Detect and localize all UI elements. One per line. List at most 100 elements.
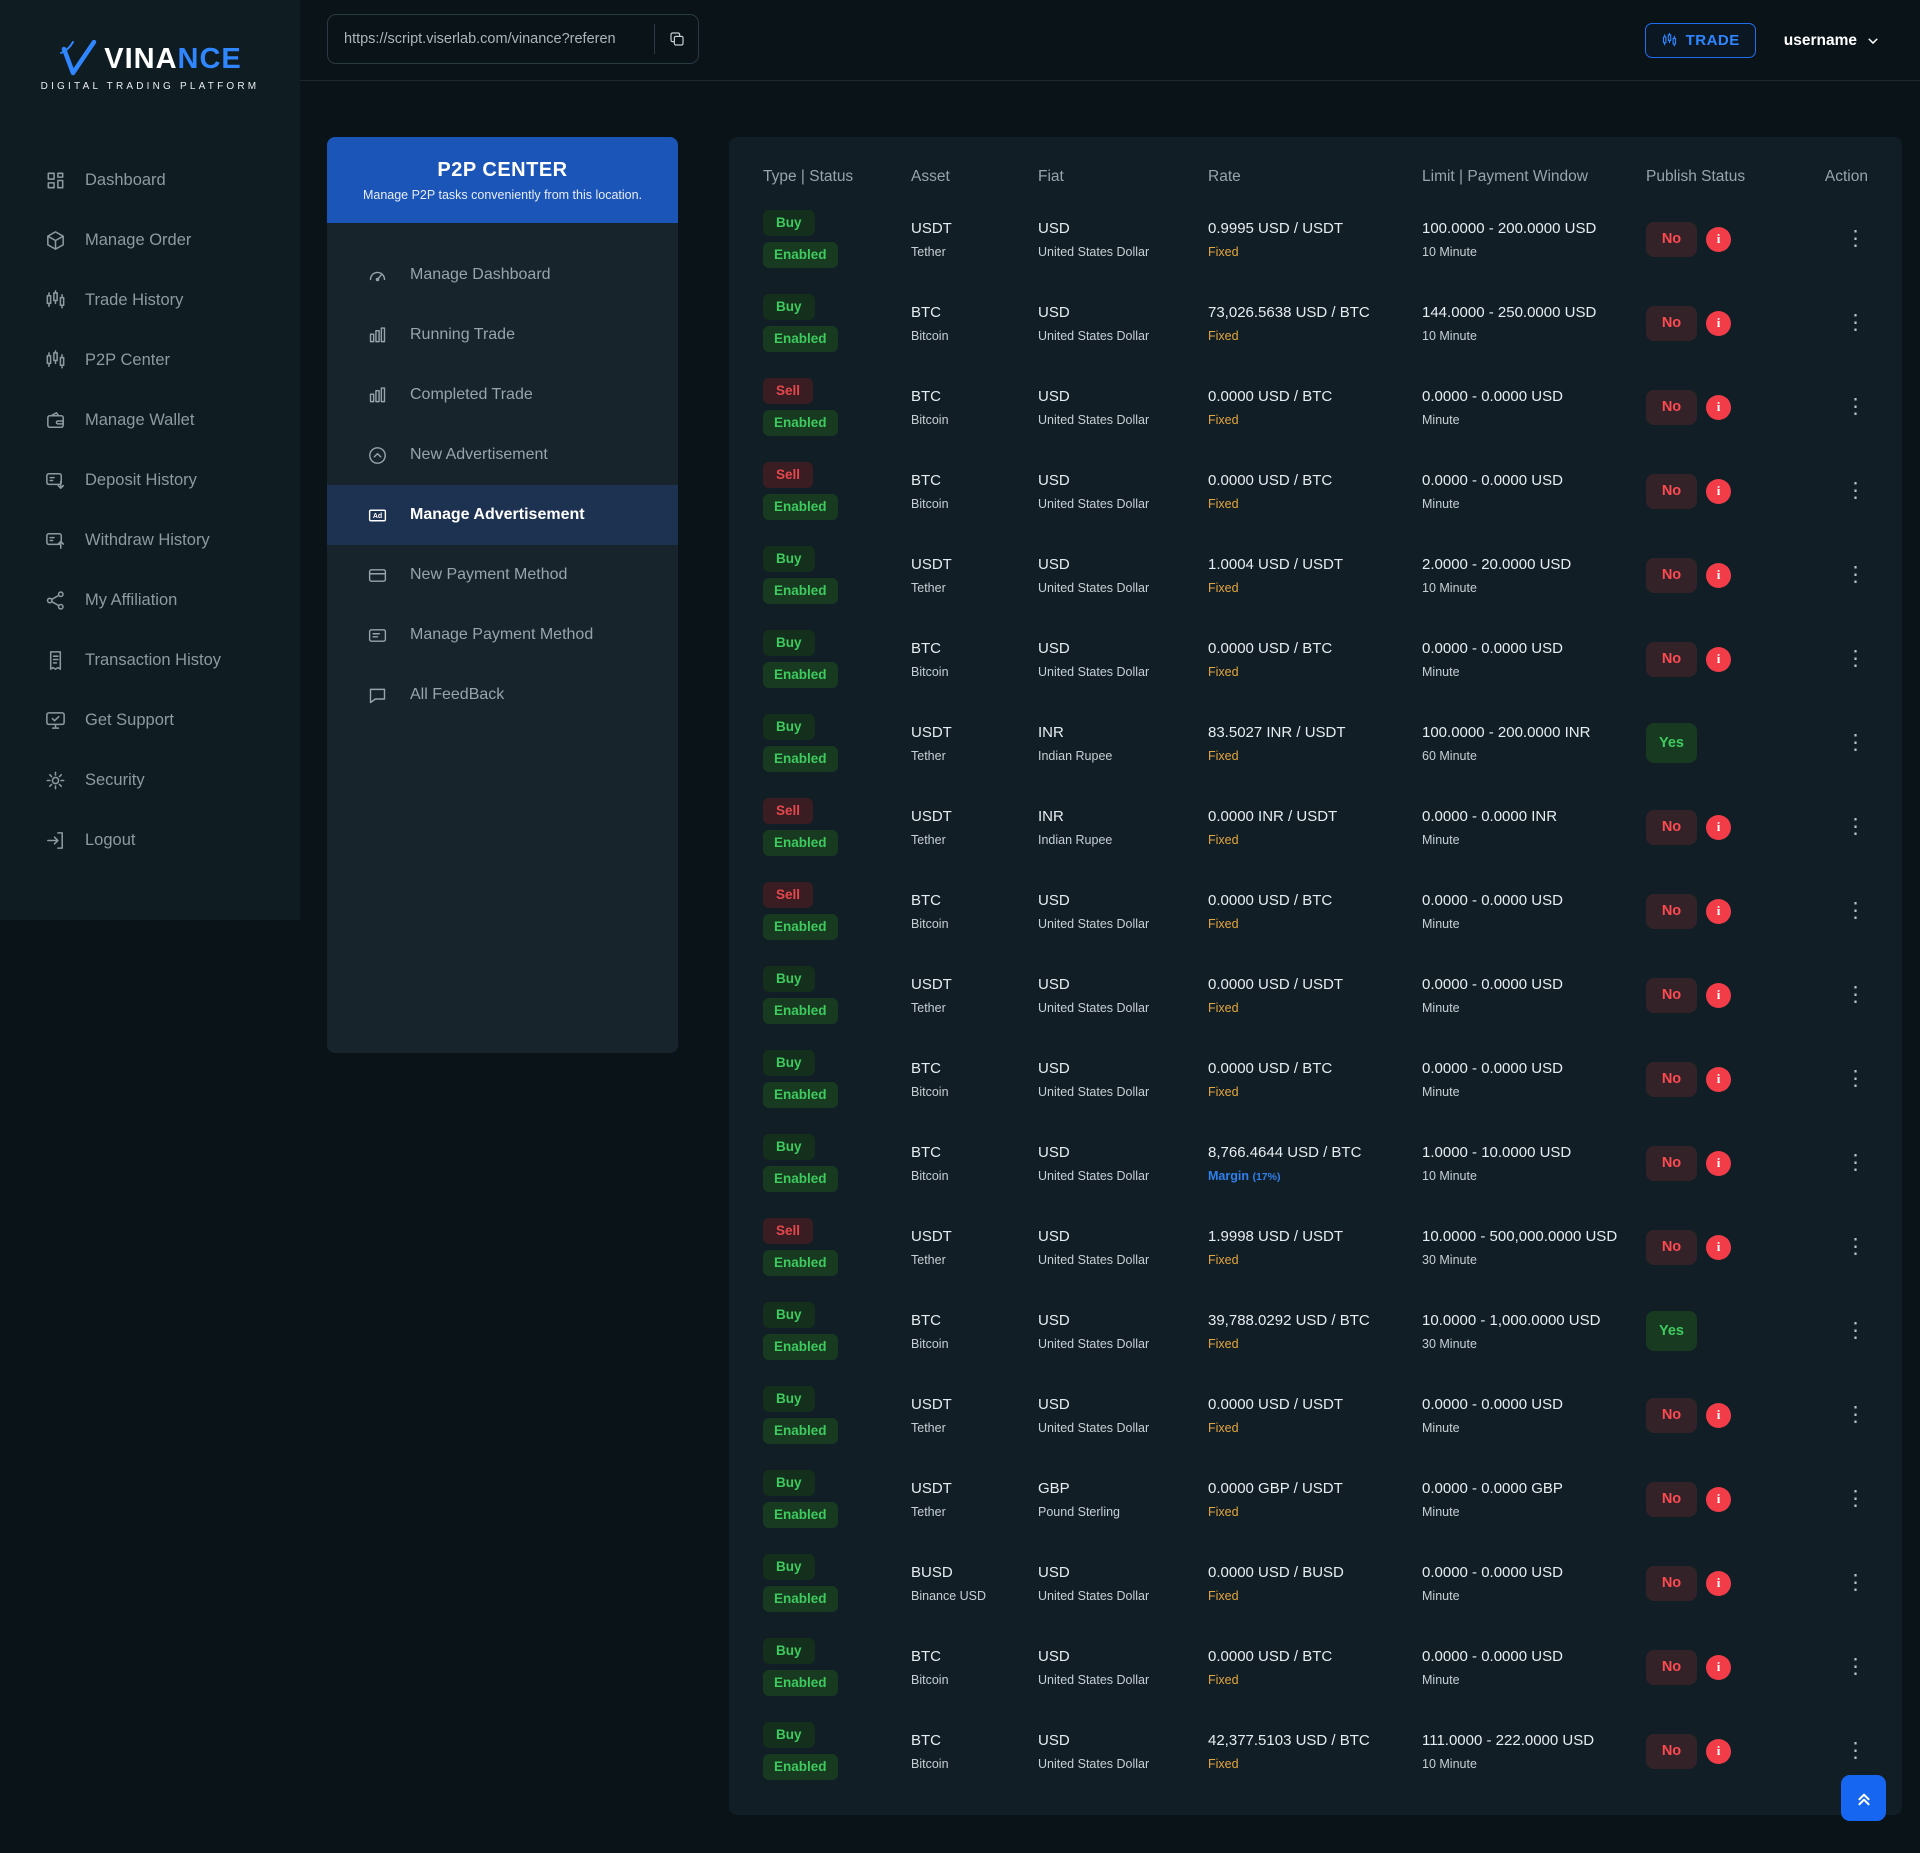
- topbar: TRADE username: [300, 0, 1920, 81]
- info-icon[interactable]: i: [1706, 898, 1731, 924]
- p2p-title: P2P CENTER: [437, 158, 568, 181]
- rate-cell: 73,026.5638 USD / BTC Fixed: [1208, 304, 1422, 343]
- p2p-menu-item-new-advertisement[interactable]: New Advertisement: [327, 425, 678, 485]
- row-actions-menu-button[interactable]: ⋮: [1845, 983, 1866, 1006]
- asset-symbol: BTC: [911, 1311, 941, 1329]
- asset-symbol: BTC: [911, 471, 941, 489]
- support-icon: [44, 709, 67, 732]
- row-actions-menu-button[interactable]: ⋮: [1845, 1067, 1866, 1090]
- row-actions-menu-button[interactable]: ⋮: [1845, 1151, 1866, 1174]
- row-actions-menu-button[interactable]: ⋮: [1845, 1739, 1866, 1762]
- info-icon[interactable]: i: [1706, 814, 1731, 840]
- limit-cell: 10.0000 - 1,000.0000 USD 30 Minute: [1422, 1312, 1646, 1351]
- info-icon[interactable]: i: [1706, 1150, 1731, 1176]
- rate-cell: 8,766.4644 USD / BTC Margin (17%): [1208, 1144, 1422, 1183]
- payment-window: Minute: [1422, 664, 1460, 679]
- logout-icon: [44, 829, 67, 852]
- p2p-menu-item-manage-payment-method[interactable]: Manage Payment Method: [327, 605, 678, 665]
- fiat-symbol: USD: [1038, 303, 1070, 321]
- fiat-name: United States Dollar: [1038, 1336, 1150, 1351]
- sidebar-item-logout[interactable]: Logout: [0, 810, 300, 870]
- p2p-menu-item-manage-advertisement[interactable]: Manage Advertisement: [327, 485, 678, 545]
- row-actions-menu-button[interactable]: ⋮: [1845, 479, 1866, 502]
- type-status-cell: Sell Enabled: [763, 881, 911, 941]
- info-icon[interactable]: i: [1706, 1486, 1731, 1512]
- sidebar-item-withdraw-history[interactable]: Withdraw History: [0, 510, 300, 570]
- row-actions-menu-button[interactable]: ⋮: [1845, 395, 1866, 418]
- user-menu[interactable]: username: [1784, 32, 1880, 50]
- type-badge: Sell: [763, 881, 814, 908]
- info-icon[interactable]: i: [1706, 982, 1731, 1008]
- info-icon[interactable]: i: [1706, 1654, 1731, 1680]
- rate-value: 1.0004 USD / USDT: [1208, 555, 1344, 573]
- sidebar-item-get-support[interactable]: Get Support: [0, 690, 300, 750]
- row-actions-menu-button[interactable]: ⋮: [1845, 1655, 1866, 1678]
- info-icon[interactable]: i: [1706, 394, 1731, 420]
- trade-button[interactable]: TRADE: [1644, 23, 1756, 58]
- info-icon[interactable]: i: [1706, 1066, 1731, 1092]
- type-status-cell: Buy Enabled: [763, 1553, 911, 1613]
- info-icon[interactable]: i: [1706, 562, 1731, 588]
- publish-status-cell: No i: [1646, 1397, 1824, 1433]
- info-icon[interactable]: i: [1706, 1570, 1731, 1596]
- row-actions-menu-button[interactable]: ⋮: [1845, 1403, 1866, 1426]
- row-actions-menu-button[interactable]: ⋮: [1845, 899, 1866, 922]
- row-actions-menu-button[interactable]: ⋮: [1845, 815, 1866, 838]
- fiat-name: United States Dollar: [1038, 412, 1150, 427]
- row-actions-menu-button[interactable]: ⋮: [1845, 227, 1866, 250]
- info-icon[interactable]: i: [1706, 1738, 1731, 1764]
- p2p-menu-item-manage-dashboard[interactable]: Manage Dashboard: [327, 245, 678, 305]
- row-actions-menu-button[interactable]: ⋮: [1845, 311, 1866, 334]
- info-icon[interactable]: i: [1706, 310, 1731, 336]
- row-actions-menu-button[interactable]: ⋮: [1845, 647, 1866, 670]
- copy-icon: [668, 30, 686, 48]
- publish-status-badge: No: [1646, 305, 1697, 341]
- sidebar-item-dashboard[interactable]: Dashboard: [0, 150, 300, 210]
- asset-cell: BTC Bitcoin: [911, 892, 1038, 931]
- asset-symbol: BTC: [911, 639, 941, 657]
- publish-status-cell: No i: [1646, 1145, 1824, 1181]
- sidebar-item-security[interactable]: Security: [0, 750, 300, 810]
- sidebar-item-deposit-history[interactable]: Deposit History: [0, 450, 300, 510]
- row-actions-menu-button[interactable]: ⋮: [1845, 1487, 1866, 1510]
- scroll-to-top-button[interactable]: [1841, 1775, 1886, 1821]
- sidebar-item-p2p-center[interactable]: P2P Center: [0, 330, 300, 390]
- info-icon[interactable]: i: [1706, 1234, 1731, 1260]
- sidebar-item-trade-history[interactable]: Trade History: [0, 270, 300, 330]
- row-actions-menu-button[interactable]: ⋮: [1845, 731, 1866, 754]
- asset-name: Bitcoin: [911, 328, 949, 343]
- status-badge: Enabled: [763, 1082, 838, 1109]
- info-icon[interactable]: i: [1706, 1402, 1731, 1428]
- asset-symbol: BTC: [911, 1143, 941, 1161]
- referral-url-input[interactable]: [328, 31, 654, 47]
- limit-range: 0.0000 - 0.0000 GBP: [1422, 1479, 1563, 1497]
- sidebar-item-my-affiliation[interactable]: My Affiliation: [0, 570, 300, 630]
- row-actions-menu-button[interactable]: ⋮: [1845, 1235, 1866, 1258]
- fiat-symbol: USD: [1038, 1395, 1070, 1413]
- status-badge: Enabled: [763, 662, 838, 689]
- sidebar-item-transaction-histoy[interactable]: Transaction Histoy: [0, 630, 300, 690]
- asset-cell: BTC Bitcoin: [911, 640, 1038, 679]
- sidebar-item-manage-wallet[interactable]: Manage Wallet: [0, 390, 300, 450]
- copy-url-button[interactable]: [654, 24, 698, 54]
- sidebar-item-label: Get Support: [85, 710, 174, 729]
- p2p-menu-item-running-trade[interactable]: Running Trade: [327, 305, 678, 365]
- info-icon[interactable]: i: [1706, 226, 1731, 252]
- info-icon[interactable]: i: [1706, 478, 1731, 504]
- publish-status-badge: No: [1646, 1481, 1697, 1517]
- row-actions-menu-button[interactable]: ⋮: [1845, 1571, 1866, 1594]
- payment-window: Minute: [1422, 412, 1460, 427]
- p2p-menu-item-completed-trade[interactable]: Completed Trade: [327, 365, 678, 425]
- info-icon[interactable]: i: [1706, 646, 1731, 672]
- limit-range: 144.0000 - 250.0000 USD: [1422, 303, 1597, 321]
- type-badge: Buy: [763, 629, 815, 656]
- p2p-menu-item-all-feedback[interactable]: All FeedBack: [327, 665, 678, 725]
- type-badge: Buy: [763, 1301, 815, 1328]
- sidebar-item-label: Withdraw History: [85, 530, 210, 549]
- sidebar-item-manage-order[interactable]: Manage Order: [0, 210, 300, 270]
- row-actions-menu-button[interactable]: ⋮: [1845, 1319, 1866, 1342]
- rate-value: 0.0000 INR / USDT: [1208, 807, 1338, 825]
- row-actions-menu-button[interactable]: ⋮: [1845, 563, 1866, 586]
- asset-name: Tether: [911, 1252, 946, 1267]
- p2p-menu-item-new-payment-method[interactable]: New Payment Method: [327, 545, 678, 605]
